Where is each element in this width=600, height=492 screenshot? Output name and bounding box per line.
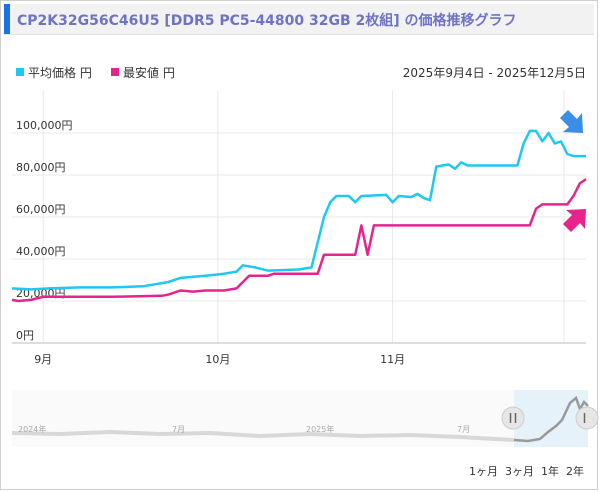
navigator-label-jul-2024: 7月: [172, 425, 185, 434]
navigator-history-line: [11, 429, 515, 442]
y-tick-label: 40,000円: [16, 245, 66, 258]
navigator-label-jul-2025: 7月: [457, 425, 470, 434]
y-tick-label: 60,000円: [16, 203, 66, 216]
y-tick-label: 100,000円: [16, 119, 73, 132]
average-price-line: [11, 129, 586, 291]
legend-label-average[interactable]: 平均価格 円: [28, 65, 92, 80]
navigator-right-handle[interactable]: [575, 406, 599, 430]
legend-swatch-average: [16, 68, 24, 76]
x-tick-label: 10月: [205, 353, 230, 366]
y-tick-label: 80,000円: [16, 161, 66, 174]
series-lines: [11, 129, 587, 303]
navigator-label-2025: 2025年: [306, 424, 334, 434]
pause-bars-icon: [509, 413, 517, 423]
page-title: CP2K32G56C46U5 [DDR5 PC5-44800 32GB 2枚組]…: [17, 13, 517, 29]
x-axis-labels: 9月 10月 11月: [34, 353, 405, 366]
title-bar: CP2K32G56C46U5 [DDR5 PC5-44800 32GB 2枚組]…: [4, 4, 594, 35]
navigator-label-2024: 2024年: [18, 424, 46, 434]
average-arrow-icon: [560, 110, 583, 133]
x-tick-label: 11月: [380, 353, 405, 366]
date-range-label: 2025年9月4日 - 2025年12月5日: [403, 66, 586, 80]
period-button-1-year[interactable]: 1年: [541, 464, 559, 478]
legend-swatch-minimum: [111, 68, 119, 76]
title-accent-bar: [4, 4, 10, 34]
period-button-2-years[interactable]: 2年: [566, 464, 584, 478]
minimum-arrow-icon: [563, 209, 586, 232]
period-button-1-month[interactable]: 1ヶ月: [469, 465, 498, 478]
legend-label-minimum[interactable]: 最安値 円: [123, 65, 175, 80]
period-button-3-months[interactable]: 3ヶ月: [505, 465, 534, 478]
minimum-price-line: [11, 178, 587, 303]
x-tick-label: 9月: [34, 353, 52, 366]
grid-lines: [12, 91, 586, 343]
navigator-left-handle[interactable]: [501, 406, 525, 430]
navigator-recent-line: [513, 395, 589, 443]
y-tick-label: 0円: [16, 329, 34, 342]
